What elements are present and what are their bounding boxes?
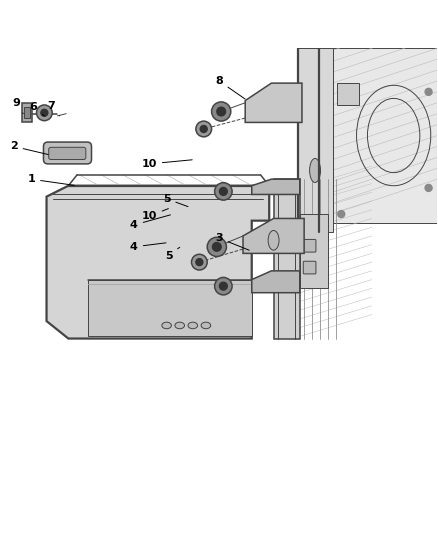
Circle shape (215, 183, 232, 200)
FancyBboxPatch shape (49, 147, 86, 159)
Text: 1: 1 (28, 174, 74, 185)
Circle shape (425, 184, 432, 191)
Ellipse shape (188, 322, 198, 329)
Circle shape (207, 237, 226, 256)
Circle shape (217, 107, 226, 116)
Text: 3: 3 (215, 233, 249, 250)
Text: 8: 8 (215, 76, 245, 99)
Circle shape (215, 277, 232, 295)
Polygon shape (300, 214, 328, 288)
Circle shape (219, 188, 227, 195)
Circle shape (196, 259, 203, 265)
Polygon shape (337, 83, 359, 105)
FancyBboxPatch shape (43, 142, 92, 164)
Text: 10: 10 (141, 159, 192, 169)
Polygon shape (46, 185, 269, 338)
Circle shape (36, 105, 52, 120)
Circle shape (425, 88, 432, 95)
Circle shape (191, 254, 207, 270)
Polygon shape (24, 107, 29, 118)
Polygon shape (274, 179, 300, 338)
Text: 4: 4 (130, 242, 166, 252)
Polygon shape (245, 83, 302, 123)
Ellipse shape (175, 322, 184, 329)
Text: 10: 10 (141, 208, 168, 221)
Text: 5: 5 (163, 194, 188, 207)
Circle shape (212, 243, 221, 251)
Text: 2: 2 (10, 141, 48, 155)
Polygon shape (297, 48, 332, 231)
Text: 7: 7 (47, 101, 60, 116)
FancyBboxPatch shape (303, 261, 316, 274)
Circle shape (200, 125, 207, 133)
Circle shape (196, 121, 212, 137)
Polygon shape (243, 219, 304, 253)
Text: 6: 6 (29, 102, 44, 116)
Ellipse shape (310, 158, 321, 182)
Text: 4: 4 (130, 215, 170, 230)
Polygon shape (252, 179, 300, 195)
Ellipse shape (201, 322, 211, 329)
Circle shape (212, 102, 231, 121)
Ellipse shape (162, 322, 171, 329)
Circle shape (41, 109, 48, 116)
Polygon shape (21, 103, 32, 123)
Polygon shape (332, 48, 437, 223)
Text: 9: 9 (12, 98, 23, 114)
Polygon shape (252, 271, 300, 293)
Text: 5: 5 (165, 247, 180, 261)
Circle shape (219, 282, 227, 290)
Ellipse shape (268, 230, 279, 250)
FancyBboxPatch shape (303, 239, 316, 252)
Polygon shape (88, 280, 252, 336)
Circle shape (338, 211, 345, 217)
